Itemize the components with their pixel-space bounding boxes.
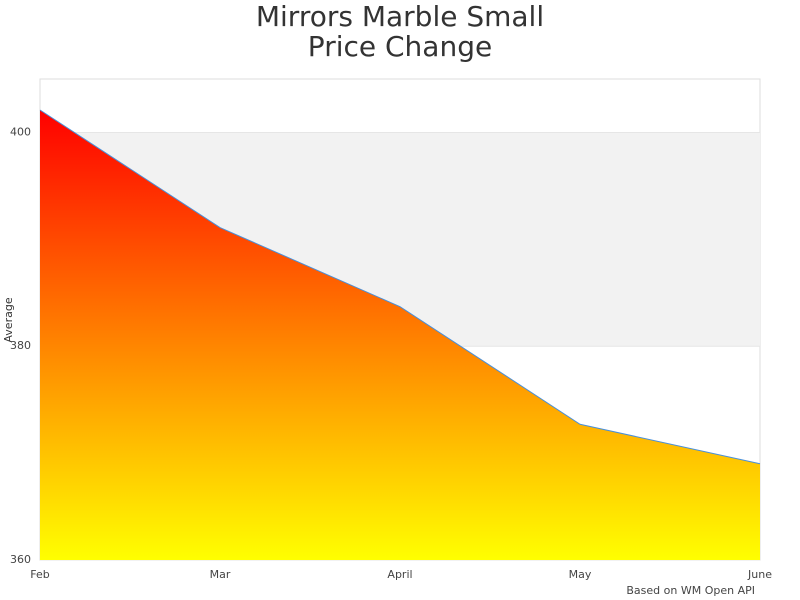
x-tick-label: Mar (210, 568, 231, 581)
credits: Based on WM Open API (626, 584, 755, 597)
x-tick-label: Feb (30, 568, 49, 581)
y-tick-label: 400 (10, 125, 31, 138)
x-tick-label: May (569, 568, 592, 581)
x-tick-label: April (387, 568, 412, 581)
x-tick-label: June (747, 568, 772, 581)
y-tick-label: 360 (10, 553, 31, 566)
area (40, 109, 760, 561)
chart-title: Mirrors Marble Small (256, 0, 544, 33)
line (39, 109, 761, 465)
y-axis-label: Average (2, 297, 15, 342)
y-tick-label: 380 (10, 339, 31, 352)
chart-title: Price Change (308, 30, 492, 63)
